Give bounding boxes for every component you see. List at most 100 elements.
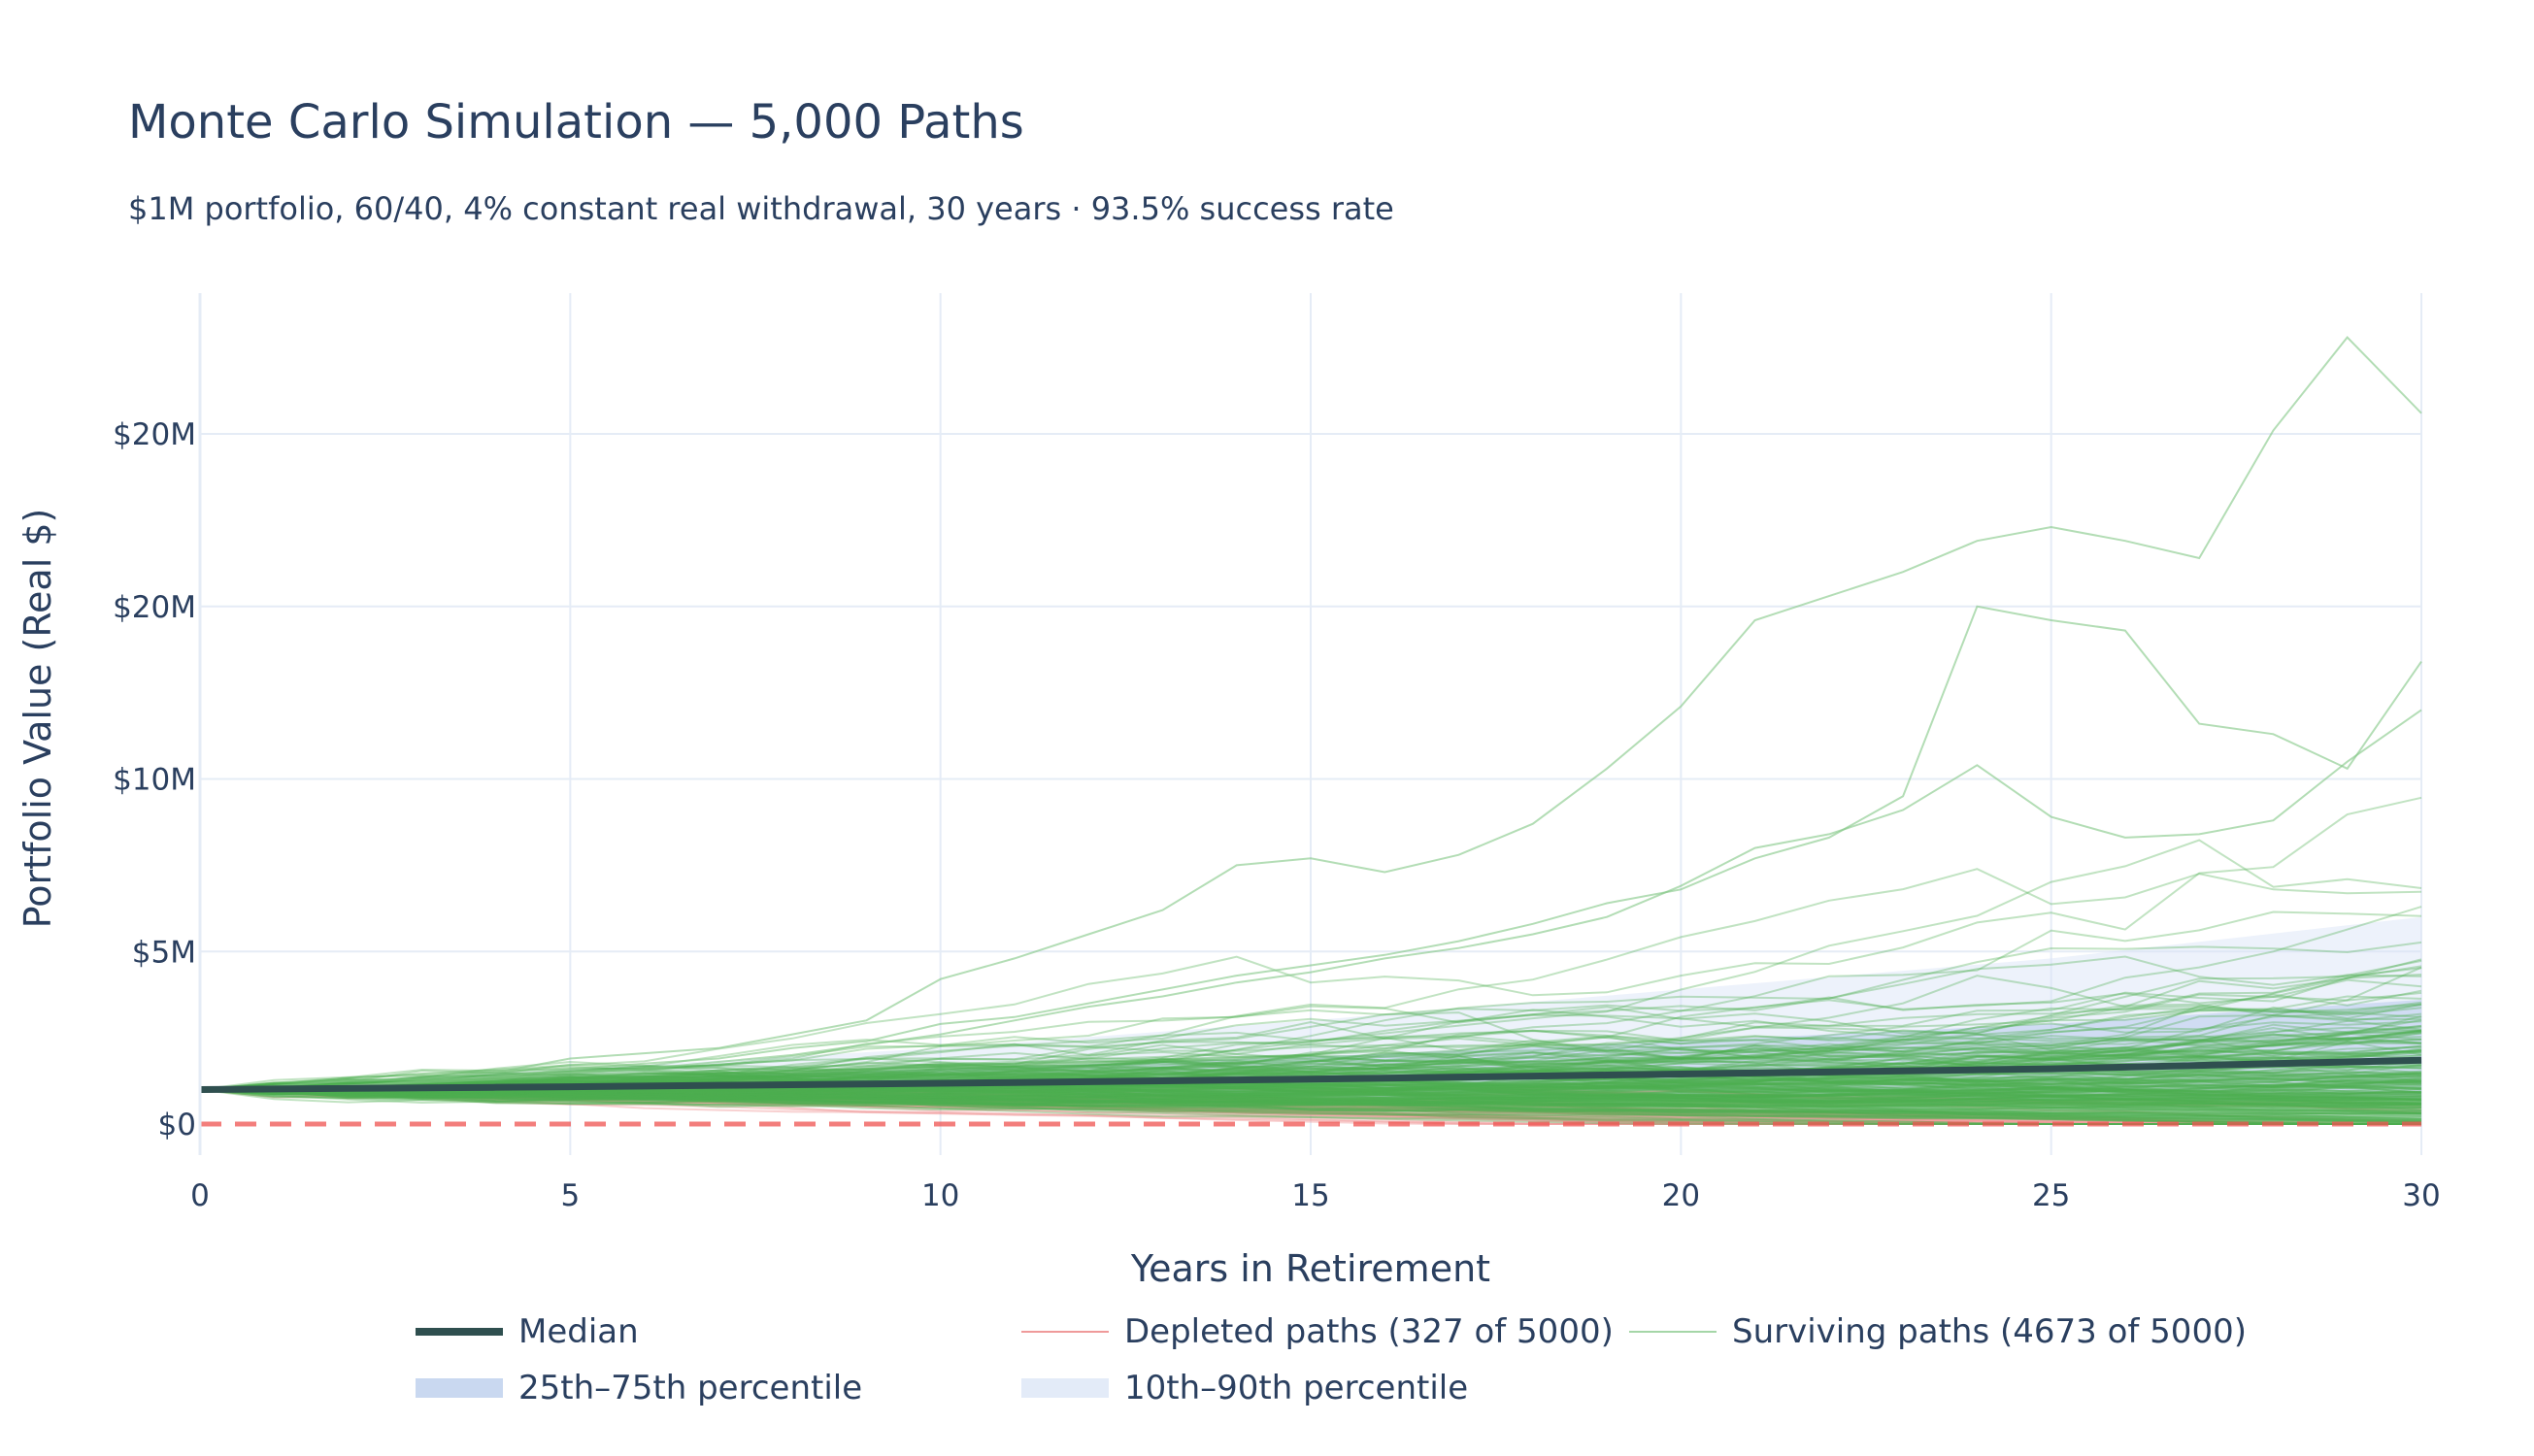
surviving-path — [199, 1073, 2422, 1101]
depleted-path — [199, 1088, 2421, 1125]
surviving-path — [199, 1078, 2422, 1102]
depleted-path — [199, 1088, 2421, 1125]
depleted-path — [199, 1088, 2421, 1125]
surviving-path — [199, 1087, 2422, 1115]
surviving-path — [199, 1080, 2422, 1094]
surviving-path — [200, 1087, 2422, 1108]
depleted-path — [199, 1088, 2421, 1125]
legend-item-median[interactable]: Median — [416, 1312, 639, 1351]
surviving-path — [199, 1030, 2422, 1097]
surviving-path — [199, 1088, 2422, 1124]
axes: 0 5 10 15 20 25 30 $0 $5M $10M $20M $20M — [113, 293, 2441, 1213]
legend-label-depleted: Depleted paths (327 of 5000) — [1124, 1312, 1614, 1351]
surviving-path — [199, 1059, 2422, 1107]
surviving-path — [199, 1084, 2422, 1107]
depleted-path — [199, 1086, 2421, 1125]
surviving-path — [199, 1088, 2422, 1114]
surviving-path — [199, 1079, 2422, 1103]
surviving-path — [199, 1088, 2422, 1109]
x-tick-label: 25 — [2032, 1178, 2070, 1213]
legend-item-band-inner[interactable]: 25th–75th percentile — [416, 1369, 862, 1407]
monte-carlo-chart: 0 5 10 15 20 25 30 $0 $5M $10M $20M $20M Years in R… — [17, 293, 2441, 1290]
y-axis-title: Portfolio Value (Real $) — [17, 509, 59, 929]
surviving-path — [199, 1084, 2422, 1103]
surviving-path — [199, 1087, 2421, 1125]
surviving-path — [199, 1082, 2422, 1103]
depleted-path — [199, 1086, 2421, 1125]
depleted-path — [199, 1088, 2422, 1125]
median-path — [199, 1056, 2422, 1093]
surviving-path — [199, 1086, 2422, 1124]
depleted-path — [199, 1088, 2421, 1125]
surviving-path — [199, 1083, 2421, 1104]
depleted-path — [199, 1088, 2421, 1125]
surviving-path — [199, 1088, 2421, 1125]
surviving-path — [199, 1088, 2422, 1105]
surviving-path — [199, 1086, 2422, 1099]
surviving-path — [199, 1081, 2422, 1104]
surviving-path — [199, 967, 2422, 1092]
surviving-path — [199, 1088, 2422, 1125]
surviving-path — [199, 1086, 2422, 1104]
surviving-path — [199, 1088, 2422, 1109]
depleted-path — [199, 1088, 2421, 1125]
surviving-path — [199, 1030, 2422, 1091]
surviving-path — [199, 1078, 2422, 1098]
surviving-path — [199, 1075, 2422, 1102]
surviving-path — [199, 1088, 2421, 1125]
surviving-swatch — [1629, 1331, 1717, 1333]
surviving-path — [199, 1088, 2422, 1106]
surviving-path — [199, 1077, 2422, 1096]
y-tick-label: $0 — [158, 1108, 196, 1142]
surviving-path — [199, 1025, 2422, 1093]
surviving-path — [199, 1013, 2421, 1092]
depleted-path — [200, 1088, 2421, 1125]
depleted-path — [199, 1088, 2421, 1125]
surviving-path — [199, 1088, 2422, 1114]
band-inner-swatch — [416, 1378, 503, 1398]
surviving-path — [199, 1087, 2422, 1119]
surviving-path — [199, 941, 2422, 1091]
surviving-path — [199, 1088, 2422, 1115]
surviving-path — [199, 1087, 2422, 1115]
legend-item-surviving[interactable]: Surviving paths (4673 of 5000) — [1629, 1312, 2247, 1351]
surviving-path — [199, 1086, 2422, 1117]
surviving-path — [199, 1088, 2422, 1122]
surviving-path — [199, 1074, 2422, 1102]
surviving-path — [199, 1087, 2422, 1121]
depleted-path — [199, 1088, 2421, 1125]
surviving-path — [199, 1058, 2422, 1091]
surviving-path — [199, 1063, 2422, 1099]
surviving-path — [199, 1054, 2422, 1091]
depleted-path — [199, 1081, 2421, 1125]
surviving-path — [199, 1088, 2421, 1125]
surviving-path — [199, 1075, 2422, 1105]
median-line — [199, 1056, 2422, 1093]
surviving-path — [199, 1029, 2422, 1091]
surviving-path — [199, 974, 2422, 1092]
depleted-path — [199, 1088, 2421, 1125]
surviving-path — [199, 1031, 2422, 1091]
legend-item-depleted[interactable]: Depleted paths (327 of 5000) — [1021, 1312, 1614, 1351]
surviving-path — [199, 1088, 2422, 1120]
surviving-path — [199, 1087, 2422, 1109]
x-tick-label: 5 — [560, 1178, 580, 1213]
surviving-path — [199, 1088, 2421, 1125]
legend-item-band-outer[interactable]: 10th–90th percentile — [1021, 1369, 1468, 1407]
surviving-path — [199, 1088, 2422, 1115]
surviving-path — [199, 1029, 2422, 1091]
surviving-path — [199, 1076, 2422, 1098]
surviving-path — [199, 1079, 2422, 1099]
band-outer-swatch — [1021, 1378, 1109, 1398]
surviving-path — [199, 1085, 2422, 1111]
surviving-path — [199, 1082, 2422, 1125]
depleted-path — [199, 1077, 2422, 1108]
surviving-path — [199, 1082, 2422, 1097]
surviving-path — [199, 1088, 2422, 1115]
surviving-path — [199, 1088, 2422, 1106]
surviving-path — [199, 1070, 2422, 1091]
legend-label-band-inner: 25th–75th percentile — [518, 1369, 863, 1407]
surviving-path — [199, 1078, 2422, 1102]
surviving-path — [199, 1088, 2421, 1125]
surviving-path — [199, 1088, 2422, 1108]
